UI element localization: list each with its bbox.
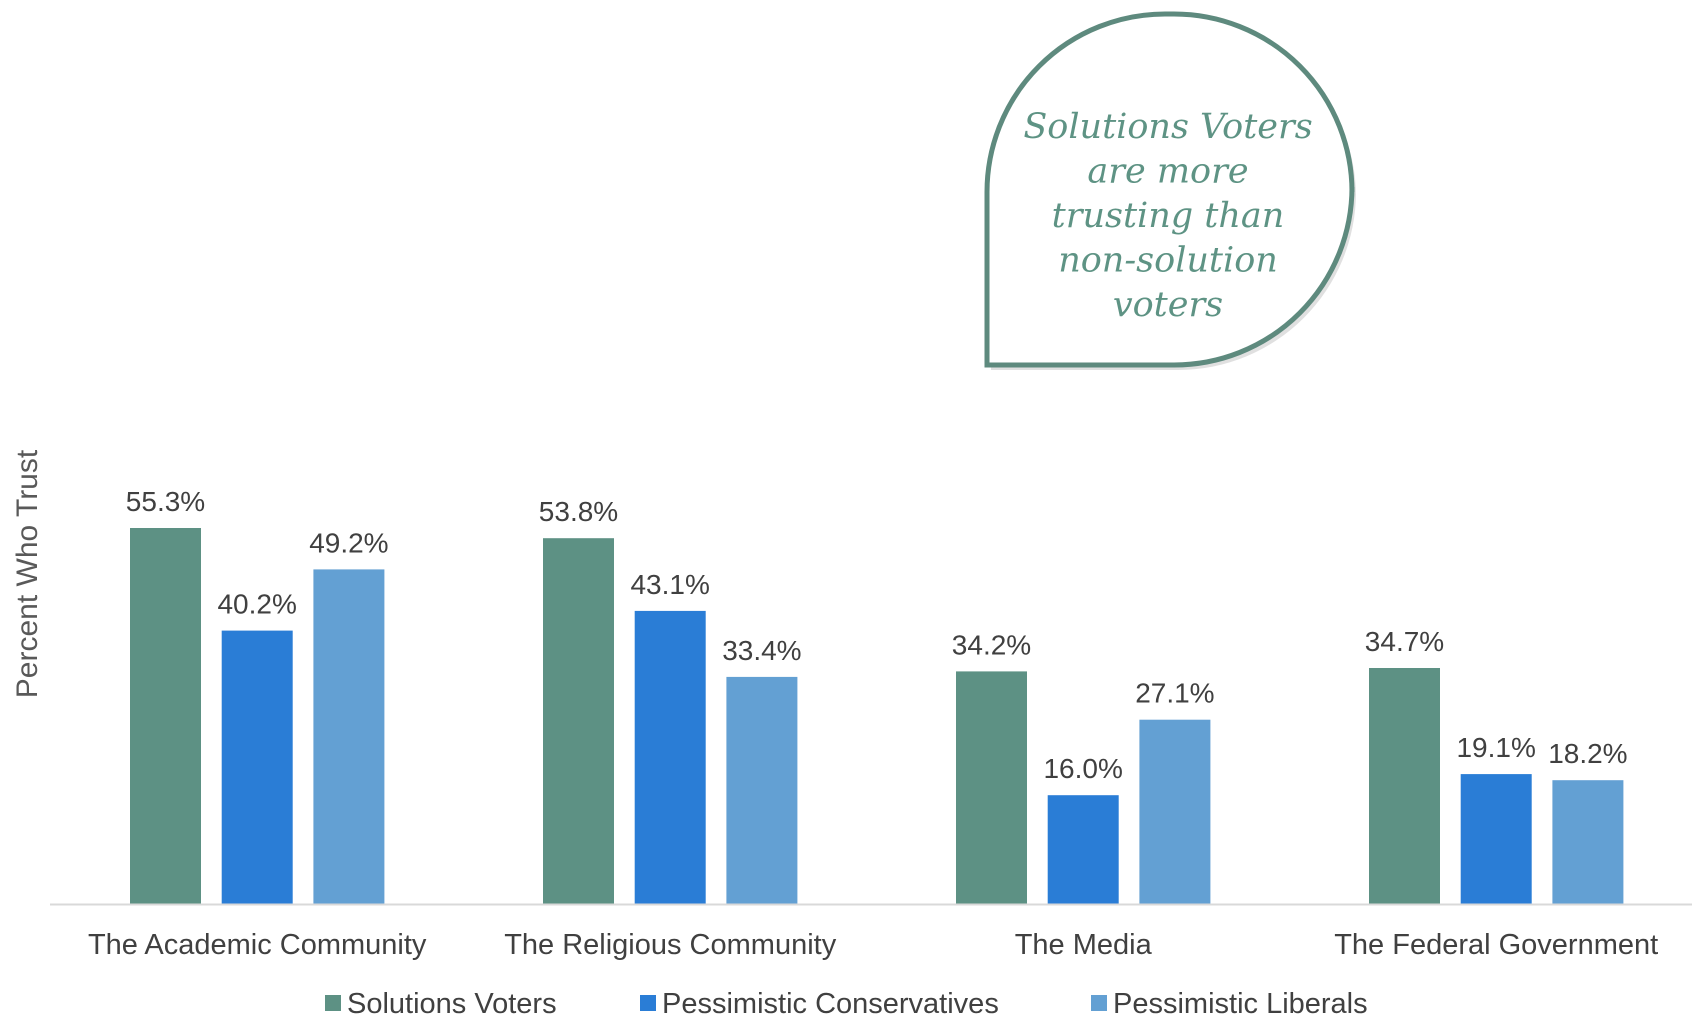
bar-pessimistic-liberals-the-media [1139, 719, 1211, 904]
legend-label-pessimistic-conservatives: Pessimistic Conservatives [662, 988, 999, 1018]
legend: Solutions Voters Pessimistic Conservative… [325, 988, 1368, 1020]
value-label-solutions-voters-the-federal-government: 34.7% [1365, 626, 1444, 657]
legend-swatch-solutions-voters [325, 995, 341, 1011]
callout-text-line-1: Solutions Voters [1023, 107, 1312, 147]
legend-label-solutions-voters: Solutions Voters [347, 988, 557, 1018]
value-label-solutions-voters-the-media: 34.2% [952, 629, 1031, 660]
value-label-pessimistic-conservatives-the-religious-community: 43.1% [630, 569, 709, 600]
category-labels-group: The Academic Community The Religious Comm… [88, 929, 1658, 961]
callout-text-line-3: trusting than [1052, 196, 1285, 236]
bar-solutions-voters-the-academic-community [130, 528, 201, 904]
callout-border [984, 11, 1355, 368]
bar-pessimistic-conservatives-the-religious-community [634, 610, 706, 904]
value-label-pessimistic-conservatives-the-academic-community: 40.2% [217, 589, 296, 620]
value-label-pessimistic-liberals-the-federal-government: 18.2% [1548, 738, 1627, 769]
bar-solutions-voters-the-religious-community [543, 538, 614, 904]
bar-solutions-voters-the-media [956, 671, 1027, 904]
value-label-pessimistic-conservatives-the-federal-government: 19.1% [1456, 732, 1535, 763]
callout-text-line-4: non-solution [1058, 241, 1278, 281]
bar-pessimistic-conservatives-the-academic-community [221, 630, 293, 904]
bar-pessimistic-liberals-the-academic-community [313, 569, 385, 904]
bar-pessimistic-conservatives-the-federal-government [1460, 774, 1532, 904]
value-label-pessimistic-liberals-the-religious-community: 33.4% [722, 635, 801, 666]
value-label-solutions-voters-the-academic-community: 55.3% [126, 486, 205, 517]
value-label-pessimistic-liberals-the-academic-community: 49.2% [309, 527, 388, 558]
category-label-the-federal-government: The Federal Government [1334, 929, 1658, 961]
bar-solutions-voters-the-federal-government [1369, 668, 1440, 904]
legend-swatch-pessimistic-conservatives [640, 995, 656, 1011]
bar-pessimistic-liberals-the-religious-community [726, 676, 798, 904]
category-label-the-media: The Media [1015, 929, 1153, 961]
callout-text-line-5: voters [1113, 285, 1223, 325]
y-axis-title-group: Percent Who Trust [11, 449, 44, 698]
bar-pessimistic-conservatives-the-media [1047, 795, 1119, 904]
legend-label-pessimistic-liberals: Pessimistic Liberals [1113, 988, 1368, 1018]
y-axis-title: Percent Who Trust [11, 449, 44, 698]
legend-swatch-pessimistic-liberals [1091, 995, 1107, 1011]
value-label-pessimistic-liberals-the-media: 27.1% [1135, 678, 1214, 709]
bar-pessimistic-liberals-the-federal-government [1552, 780, 1624, 904]
value-label-pessimistic-conservatives-the-media: 16.0% [1043, 753, 1122, 784]
category-label-the-religious-community: The Religious Community [504, 929, 837, 961]
value-labels-group: 55.3% 40.2% 49.2% 53.8% 43.1% 33.4% 34.2% 16.0%… [126, 486, 1628, 784]
bars-group [130, 528, 1624, 904]
callout-text-line-2: are more [1087, 152, 1248, 192]
category-label-the-academic-community: The Academic Community [88, 929, 427, 961]
value-label-solutions-voters-the-religious-community: 53.8% [539, 496, 618, 527]
